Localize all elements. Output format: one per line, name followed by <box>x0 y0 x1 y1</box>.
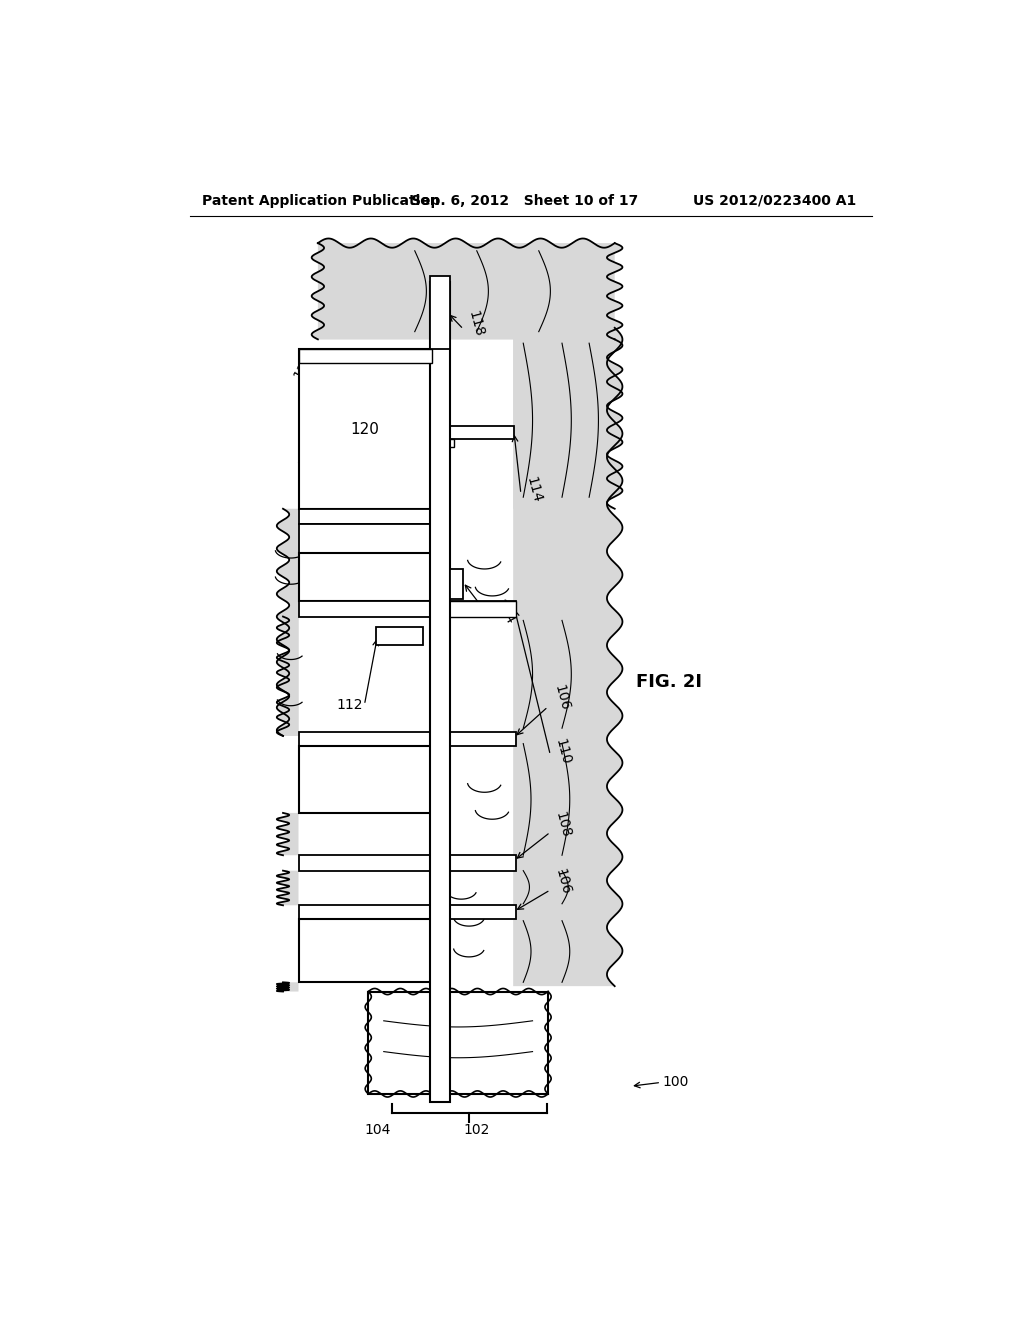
Bar <box>299 855 515 871</box>
Bar <box>299 746 432 813</box>
Text: FIG. 2I: FIG. 2I <box>636 673 701 690</box>
Text: Patent Application Publication: Patent Application Publication <box>202 194 439 207</box>
Bar <box>299 524 432 553</box>
Bar <box>450 569 463 599</box>
Text: 100: 100 <box>663 1076 689 1089</box>
Bar <box>299 553 432 601</box>
Text: US 2012/0223400 A1: US 2012/0223400 A1 <box>693 194 856 207</box>
Text: 112: 112 <box>336 698 362 711</box>
Text: 116: 116 <box>306 372 332 403</box>
Bar <box>299 508 450 524</box>
Text: 124: 124 <box>493 598 517 627</box>
Bar <box>430 440 454 447</box>
Bar <box>299 919 432 982</box>
Text: 118: 118 <box>465 309 485 339</box>
Bar <box>299 906 515 919</box>
Text: 104: 104 <box>365 1123 391 1137</box>
Bar <box>430 276 450 350</box>
Bar <box>430 426 514 440</box>
Text: 120: 120 <box>350 421 380 437</box>
Text: 106: 106 <box>551 682 571 711</box>
Text: 110: 110 <box>553 737 573 766</box>
Text: 108: 108 <box>553 810 573 840</box>
Bar <box>430 281 450 1102</box>
Bar <box>299 350 432 363</box>
Bar <box>369 991 548 1094</box>
Text: 106: 106 <box>553 867 573 896</box>
Bar <box>299 350 432 508</box>
Bar <box>299 601 515 616</box>
Text: 114: 114 <box>523 475 544 504</box>
Text: Sep. 6, 2012   Sheet 10 of 17: Sep. 6, 2012 Sheet 10 of 17 <box>412 194 638 207</box>
Text: 102: 102 <box>464 1123 489 1137</box>
Bar <box>430 601 515 616</box>
Bar <box>299 733 515 746</box>
Bar <box>376 627 423 645</box>
Text: 122: 122 <box>291 351 316 381</box>
